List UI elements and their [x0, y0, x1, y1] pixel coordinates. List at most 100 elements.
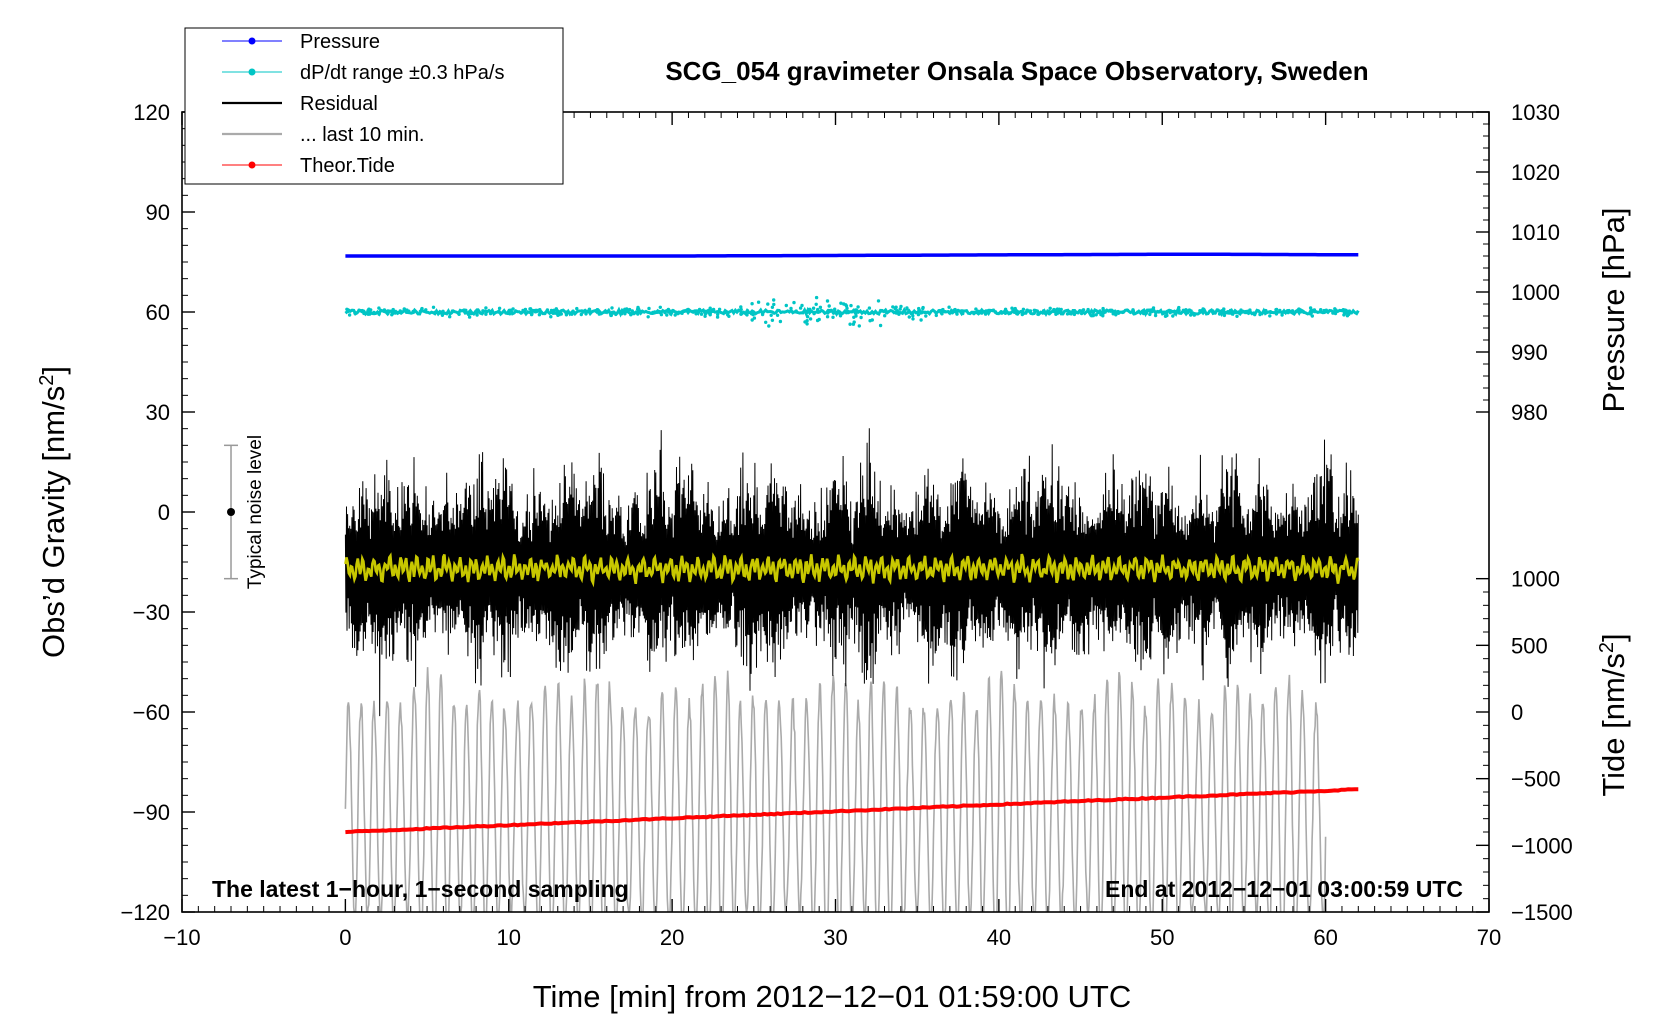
dpdt-point	[682, 309, 687, 313]
dpdt-point	[1247, 309, 1251, 314]
dpdt-point	[703, 314, 707, 318]
dpdt-point	[878, 323, 883, 328]
dpdt-point	[947, 311, 952, 315]
dpdt-point	[481, 311, 485, 315]
dpdt-point	[484, 306, 488, 310]
dpdt-point	[876, 299, 881, 303]
dpdt-point	[1268, 310, 1273, 314]
dpdt-point	[893, 307, 897, 311]
dpdt-point	[1333, 310, 1338, 314]
tide-axis-label-text: Tide [nm/s	[1596, 653, 1631, 797]
dpdt-point	[484, 312, 488, 316]
series-last-10-min	[344, 667, 1327, 912]
dpdt-point	[347, 313, 352, 317]
dpdt-point	[1147, 309, 1151, 313]
dpdt-point	[603, 310, 607, 314]
dpdt-point	[1280, 313, 1284, 317]
dpdt-point	[838, 312, 842, 316]
dpdt-point	[852, 315, 856, 319]
dpdt-point	[639, 309, 643, 314]
pressure-line	[345, 252, 1359, 258]
dpdt-point	[1219, 310, 1224, 314]
dpdt-point	[1111, 312, 1115, 316]
dpdt-point	[579, 312, 583, 317]
dpdt-point	[814, 302, 818, 306]
dpdt-point	[934, 313, 938, 318]
tide-axis-label: Tide [nm/s2]	[1596, 633, 1631, 796]
dpdt-point	[1177, 308, 1181, 313]
dpdt-point	[1299, 310, 1303, 314]
dpdt-point	[1103, 310, 1107, 314]
dpdt-point	[1136, 310, 1140, 314]
dpdt-point	[1333, 307, 1337, 311]
tide-tick-label: 500	[1511, 633, 1548, 658]
dpdt-point	[839, 301, 843, 305]
tide-tick-label: −1500	[1511, 900, 1573, 925]
dpdt-point	[1094, 313, 1098, 317]
dpdt-point	[1234, 310, 1238, 315]
dpdt-point	[697, 309, 701, 313]
dpdt-point	[489, 310, 493, 314]
dpdt-point	[1079, 311, 1084, 316]
dpdt-point	[1025, 308, 1029, 313]
legend-swatch-marker	[248, 37, 256, 45]
dpdt-point	[1148, 312, 1152, 317]
last-10-min-line	[344, 667, 1327, 912]
tide-axis-ticks: 1000 500 0 −500 −1000 −1500	[1476, 567, 1573, 925]
dpdt-point	[907, 315, 911, 319]
dpdt-point	[852, 320, 856, 324]
dpdt-point	[365, 311, 369, 315]
dpdt-point	[424, 308, 428, 312]
dpdt-point	[629, 313, 633, 317]
y-tick-label: −30	[133, 600, 170, 625]
dpdt-point	[1186, 311, 1190, 315]
dpdt-point	[657, 309, 662, 314]
dpdt-point	[1322, 308, 1326, 313]
dpdt-point	[818, 305, 823, 309]
y-tick-label: 90	[146, 200, 170, 225]
dpdt-point	[1344, 308, 1348, 313]
dpdt-point	[976, 309, 981, 314]
dpdt-point	[891, 305, 895, 309]
dpdt-point	[372, 310, 376, 315]
dpdt-point	[880, 309, 884, 313]
dpdt-point	[849, 303, 853, 308]
dpdt-point	[825, 315, 830, 319]
dpdt-point	[466, 312, 471, 317]
dpdt-point	[571, 309, 575, 313]
dpdt-point	[770, 318, 775, 322]
dpdt-point	[794, 309, 798, 313]
dpdt-point	[691, 309, 695, 314]
dpdt-point	[1297, 307, 1301, 311]
dpdt-point	[955, 312, 959, 316]
dpdt-point	[708, 311, 713, 315]
dpdt-point	[919, 318, 923, 322]
dpdt-point	[1237, 310, 1241, 314]
dpdt-point	[1201, 307, 1205, 311]
tide-tick-label: 1000	[1511, 567, 1560, 592]
dpdt-point	[1132, 311, 1137, 316]
dpdt-point	[980, 309, 984, 313]
dpdt-point	[756, 300, 761, 304]
dpdt-point	[521, 308, 525, 313]
dpdt-point	[346, 309, 351, 313]
dpdt-point	[1230, 312, 1235, 316]
dpdt-point	[1081, 308, 1086, 312]
dpdt-point	[1032, 308, 1037, 312]
typical-noise-bar	[224, 444, 239, 580]
x-tick-label: −10	[163, 925, 200, 950]
x-tick-label: 50	[1150, 925, 1174, 950]
dpdt-point	[431, 305, 436, 309]
dpdt-point	[543, 311, 547, 316]
dpdt-point	[663, 310, 667, 315]
x-tick-label: 0	[339, 925, 351, 950]
dpdt-point	[1241, 310, 1245, 314]
dpdt-point	[831, 311, 836, 315]
dpdt-point	[972, 311, 976, 316]
pressure-axis-ticks: 1030 1020 1010 1000 990 980	[1476, 100, 1560, 425]
dpdt-point	[1213, 311, 1217, 315]
dpdt-point	[960, 309, 964, 313]
chart-title: SCG_054 gravimeter Onsala Space Observat…	[665, 56, 1368, 86]
dpdt-point	[462, 308, 467, 312]
dpdt-point	[1003, 307, 1008, 311]
